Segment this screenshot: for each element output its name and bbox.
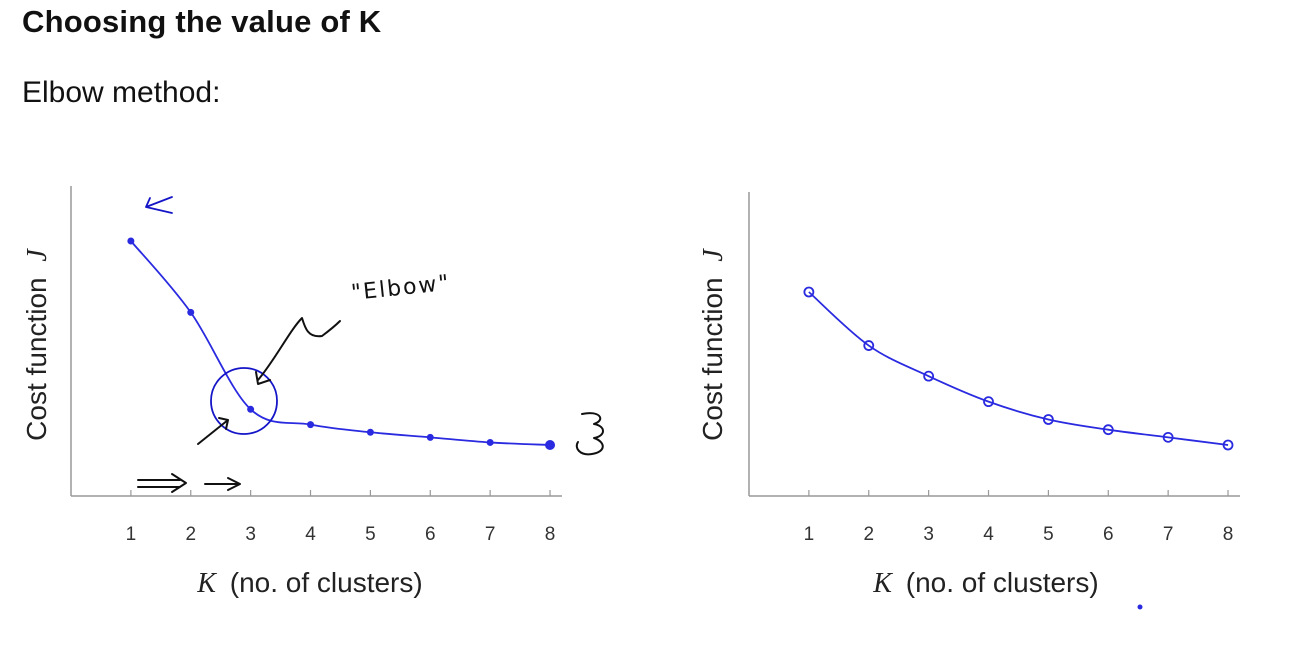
- y-axis-label: Cost function J: [21, 248, 53, 441]
- x-axis-label-var: K: [196, 568, 217, 599]
- y-axis-label-var: J: [22, 248, 53, 262]
- slide-subtitle: Elbow method:: [22, 76, 221, 109]
- curly-annotation: [575, 412, 604, 456]
- x-tick-label-7: 7: [485, 524, 496, 545]
- elbow-pointer: [257, 317, 341, 381]
- data-point-k8: [545, 440, 556, 450]
- data-point-k5: [366, 428, 374, 436]
- x-tick-label-8: 8: [545, 524, 556, 545]
- data-point-k1: [127, 237, 135, 245]
- slide-title: Choosing the value of K: [22, 4, 382, 39]
- x-axis-label: K (no. of clusters): [196, 567, 422, 599]
- elbow-circle: [210, 367, 278, 435]
- x-tick-label-4: 4: [305, 524, 316, 545]
- x-ticks: 1 2 3 4 5 6 7 8: [126, 490, 556, 545]
- data-point-k7: [486, 438, 494, 446]
- arrow-small-diagonal: [197, 417, 229, 445]
- x-tick-label-6: 6: [425, 524, 436, 545]
- svg-text:Cost function J: Cost function J: [21, 248, 53, 441]
- x-tick-label-2: 2: [185, 524, 196, 545]
- x-axis-label-text: (no. of clusters): [230, 567, 423, 598]
- elbow-pointer-tip: [255, 371, 271, 385]
- arrow-right-single: [204, 477, 241, 491]
- x-tick-label-5: 5: [365, 524, 376, 545]
- arrow-annotation-top: [145, 196, 173, 214]
- x-tick-label-3: 3: [245, 524, 256, 545]
- series-marks: [127, 237, 556, 450]
- data-point-k2: [187, 308, 195, 316]
- series-line: [130, 240, 551, 446]
- y-axis-label-text: Cost function: [21, 277, 52, 440]
- arrow-right-double: [137, 473, 187, 493]
- data-point-k6: [426, 433, 434, 441]
- data-point-k4: [307, 421, 315, 429]
- x-tick-label-1: 1: [126, 524, 137, 545]
- elbow-annotation: "Elbow": [350, 271, 452, 306]
- data-point-k3: [247, 405, 255, 413]
